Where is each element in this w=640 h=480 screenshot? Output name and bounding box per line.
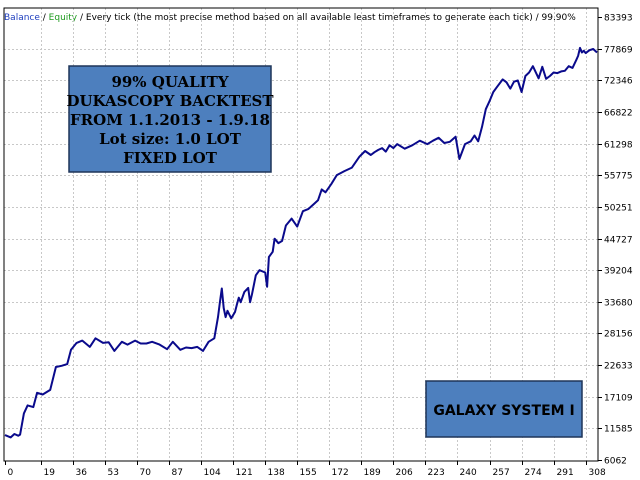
y-tick-label: 33680 <box>604 299 633 309</box>
y-tick-label: 11585 <box>604 425 633 435</box>
x-tick-label: 70 <box>140 468 152 478</box>
y-tick-label: 44727 <box>604 236 633 246</box>
annotation-box: 99% QUALITY DUKASCOPY BACKTEST FROM 1.1.… <box>66 65 274 173</box>
x-tick-label: 104 <box>204 468 221 478</box>
system-label-background <box>425 380 583 438</box>
y-tick-label: 83393 <box>604 14 633 24</box>
x-tick-label: 240 <box>460 468 477 478</box>
legend-balance: Balance <box>4 13 40 23</box>
y-tick-label: 72346 <box>604 77 633 87</box>
annotation-box-background <box>68 65 272 173</box>
y-tick-label: 17109 <box>604 394 633 404</box>
balance-series <box>4 46 598 439</box>
model-description: / Every tick (the most precise method ba… <box>77 13 576 23</box>
plot-frame <box>3 7 599 462</box>
x-tick-label: 87 <box>172 468 183 478</box>
y-tick-label: 61298 <box>604 141 633 151</box>
y-tick-label: 66822 <box>604 109 633 119</box>
x-tick-label: 0 <box>8 468 14 478</box>
annotation-line-1: 99% QUALITY <box>111 73 228 91</box>
x-tick-label: 155 <box>300 468 317 478</box>
x-tick-label: 308 <box>589 468 606 478</box>
x-tick-label: 257 <box>493 468 510 478</box>
x-tick-label: 36 <box>76 468 88 478</box>
x-tick-label: 274 <box>525 468 542 478</box>
legend-equity: Equity <box>49 13 78 23</box>
x-tick-label: 206 <box>396 468 413 478</box>
system-label-text: GALAXY SYSTEM I <box>433 403 574 419</box>
x-tick-label: 189 <box>364 468 381 478</box>
chart-header: Balance / Equity / Every tick (the most … <box>4 13 576 23</box>
system-label-box: GALAXY SYSTEM I <box>425 380 583 438</box>
y-tick-label: 55775 <box>604 172 633 182</box>
y-tick-label: 77869 <box>604 46 633 56</box>
x-tick-label: 172 <box>332 468 349 478</box>
x-tick-label: 19 <box>44 468 56 478</box>
y-tick-label: 28156 <box>604 330 633 340</box>
x-tick-label: 53 <box>108 468 119 478</box>
annotation-line-2: DUKASCOPY BACKTEST <box>66 92 274 110</box>
y-tick-label: 50251 <box>604 204 633 214</box>
x-axis: 0 19 36 53 70 87 104 121 138 155 172 189 206 223 240 25… <box>5 461 606 478</box>
legend-separator: / <box>40 13 49 23</box>
annotation-line-4: Lot size: 1.0 LOT <box>99 130 242 148</box>
y-tick-label: 22633 <box>604 362 633 372</box>
annotation-line-5: FIXED LOT <box>123 149 218 167</box>
annotation-line-3: FROM 1.1.2013 - 1.9.18 <box>70 111 270 129</box>
series-line <box>4 46 598 439</box>
x-tick-label: 291 <box>557 468 574 478</box>
y-tick-label: 39204 <box>604 267 633 277</box>
y-axis: 83393 77869 72346 66822 61298 55775 50251 44727… <box>598 14 633 467</box>
x-tick-label: 223 <box>428 468 445 478</box>
x-tick-label: 138 <box>268 468 285 478</box>
x-tick-label: 121 <box>236 468 253 478</box>
y-tick-label: 6062 <box>604 457 627 467</box>
